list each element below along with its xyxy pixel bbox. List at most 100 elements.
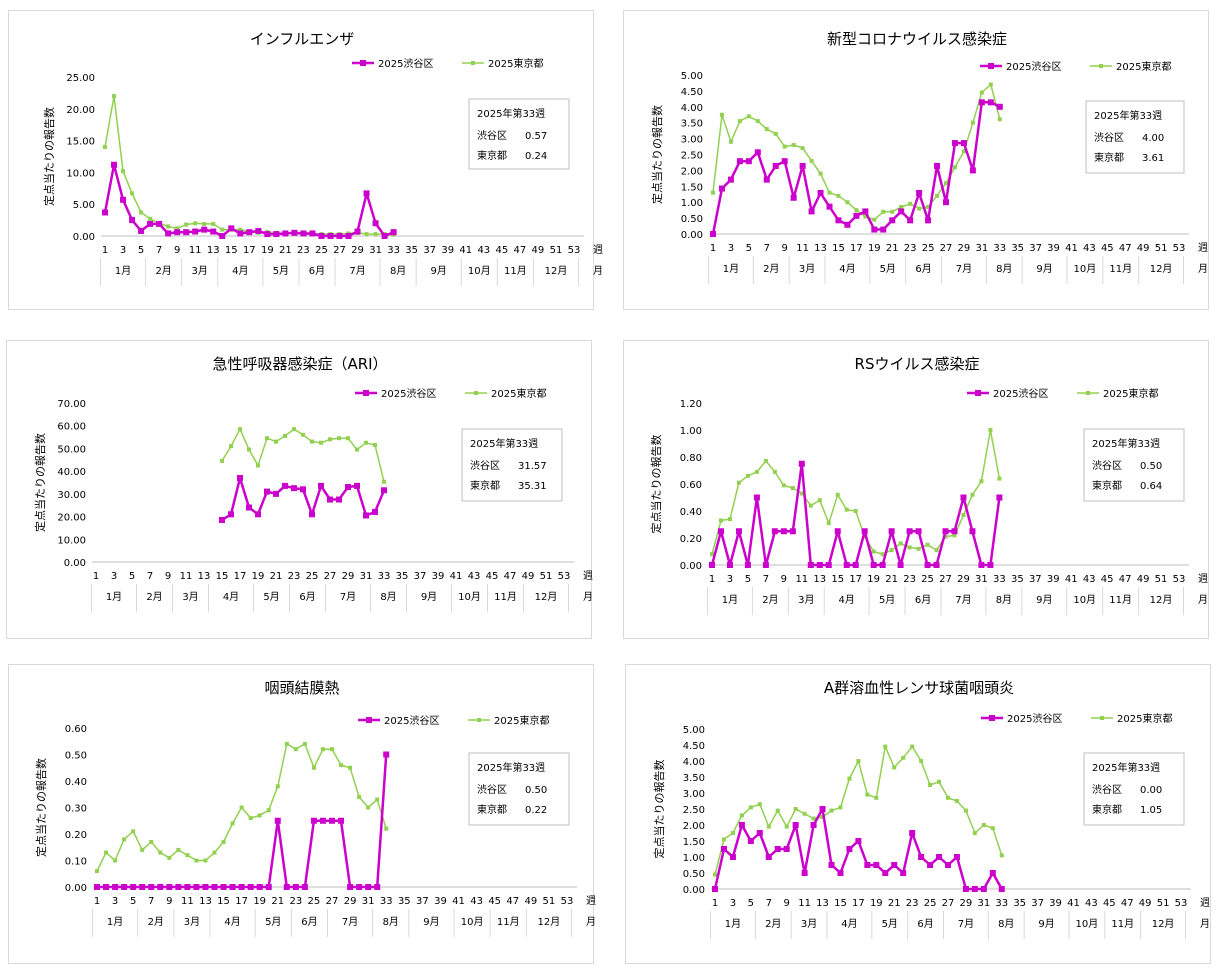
data-point-shibuya xyxy=(771,528,778,535)
data-point-shibuya xyxy=(753,494,760,501)
data-point-tokyo xyxy=(382,479,386,484)
data-point-shibuya xyxy=(996,103,1003,110)
y-tick-label: 20.00 xyxy=(66,105,95,116)
month-label: 3月 xyxy=(801,918,817,930)
x-tick-label: 15 xyxy=(217,896,230,907)
data-point-tokyo xyxy=(274,439,278,444)
x-tick-label: 21 xyxy=(270,571,283,582)
data-point-tokyo xyxy=(275,784,280,789)
x-tick-label: 37 xyxy=(416,896,429,907)
x-tick-label: 51 xyxy=(550,245,563,256)
data-point-tokyo xyxy=(95,869,99,874)
data-point-tokyo xyxy=(970,492,975,497)
x-tick-label: 27 xyxy=(324,571,337,582)
data-point-shibuya xyxy=(121,884,128,890)
data-point-shibuya xyxy=(94,884,100,890)
data-point-shibuya xyxy=(808,208,815,215)
data-point-shibuya xyxy=(112,884,119,890)
x-tick-label: 23 xyxy=(289,896,302,907)
x-tick-label: 27 xyxy=(942,898,955,909)
month-label: 1月 xyxy=(106,591,122,603)
x-tick-label: 43 xyxy=(1083,243,1096,254)
x-tick-label: 47 xyxy=(504,571,517,582)
data-point-tokyo xyxy=(202,221,207,226)
month-label: 10月 xyxy=(1073,594,1096,606)
data-point-shibuya xyxy=(228,511,234,518)
data-point-shibuya xyxy=(987,99,994,106)
y-tick-label: 0.30 xyxy=(65,804,87,815)
x-tick-label: 33 xyxy=(387,245,400,256)
x-tick-label: 25 xyxy=(921,574,934,585)
summary-box-row-value: 0.22 xyxy=(525,805,547,816)
x-tick-label: 47 xyxy=(1119,574,1132,585)
data-point-tokyo xyxy=(881,209,886,214)
data-point-tokyo xyxy=(862,534,867,539)
y-tick-label: 2.00 xyxy=(683,821,705,832)
data-point-shibuya xyxy=(336,496,342,503)
data-point-tokyo xyxy=(319,440,323,445)
summary-box-title: 2025年第33週 xyxy=(1094,109,1162,122)
month-label: 10月 xyxy=(1074,263,1097,275)
month-label: 11月 xyxy=(1109,263,1132,275)
x-tick-label: 39 xyxy=(434,896,447,907)
month-label: 1月 xyxy=(723,263,739,275)
x-tick-label: 29 xyxy=(958,243,971,254)
data-point-shibuya xyxy=(834,528,841,535)
data-point-shibuya xyxy=(927,862,934,868)
data-point-shibuya xyxy=(184,884,191,890)
data-point-shibuya xyxy=(915,528,922,535)
summary-box-row-label: 東京都 xyxy=(477,149,507,162)
data-point-tokyo xyxy=(220,458,224,463)
data-point-shibuya xyxy=(844,221,851,228)
data-point-tokyo xyxy=(176,847,181,852)
data-point-shibuya xyxy=(201,226,208,233)
x-axis-week-label: 週 xyxy=(593,244,603,256)
x-tick-label: 25 xyxy=(924,898,937,909)
y-axis-label: 定点当たりの報告数 xyxy=(34,758,48,857)
data-point-tokyo xyxy=(999,853,1004,858)
data-point-tokyo xyxy=(229,444,233,449)
data-point-shibuya xyxy=(174,229,181,236)
y-tick-label: 4.50 xyxy=(681,87,703,98)
x-tick-label: 47 xyxy=(1121,898,1134,909)
month-label: 5月 xyxy=(882,918,898,930)
series-line-tokyo xyxy=(221,428,385,482)
data-point-shibuya xyxy=(772,162,779,169)
data-point-tokyo xyxy=(339,763,344,768)
data-point-shibuya xyxy=(969,167,976,174)
chart-panel-ari: 急性呼吸器感染症（ARI） 2025渋谷区 2025東京都 0.00 10.00 20.0… xyxy=(6,340,593,639)
data-point-tokyo xyxy=(883,744,888,749)
month-label: 9月 xyxy=(423,916,439,928)
month-label: 2月 xyxy=(148,916,164,928)
x-axis-week-label: 週 xyxy=(1200,897,1210,909)
data-point-tokyo xyxy=(103,144,107,149)
data-point-shibuya xyxy=(987,562,994,568)
data-point-shibuya xyxy=(374,884,381,890)
summary-box-row-label: 東京都 xyxy=(477,803,507,816)
y-axis-label: 定点当たりの報告数 xyxy=(42,107,56,206)
data-point-tokyo xyxy=(220,227,225,232)
x-tick-label: 39 xyxy=(432,571,445,582)
data-point-shibuya xyxy=(934,162,941,169)
data-point-shibuya xyxy=(960,140,967,147)
data-point-shibuya xyxy=(345,233,352,239)
legend-label: 2025東京都 xyxy=(1103,387,1158,400)
data-point-tokyo xyxy=(845,200,850,205)
data-point-shibuya xyxy=(130,884,137,890)
data-point-shibuya xyxy=(372,509,378,516)
data-point-tokyo xyxy=(952,533,957,538)
x-tick-label: 47 xyxy=(514,245,527,256)
x-tick-label: 11 xyxy=(795,574,808,585)
x-tick-label: 35 xyxy=(1011,243,1024,254)
data-point-tokyo xyxy=(211,221,216,226)
chart-title: 咽頭結膜熱 xyxy=(264,679,339,697)
data-point-shibuya xyxy=(780,528,787,535)
x-tick-label: 5 xyxy=(748,898,754,909)
summary-box-row-label: 渋谷区 xyxy=(1094,131,1124,144)
data-point-shibuya xyxy=(807,562,814,568)
x-tick-label: 15 xyxy=(834,898,847,909)
x-tick-label: 23 xyxy=(903,574,916,585)
month-label: 8月 xyxy=(996,594,1012,606)
summary-box-row-label: 東京都 xyxy=(1094,151,1124,164)
data-point-tokyo xyxy=(946,795,950,800)
